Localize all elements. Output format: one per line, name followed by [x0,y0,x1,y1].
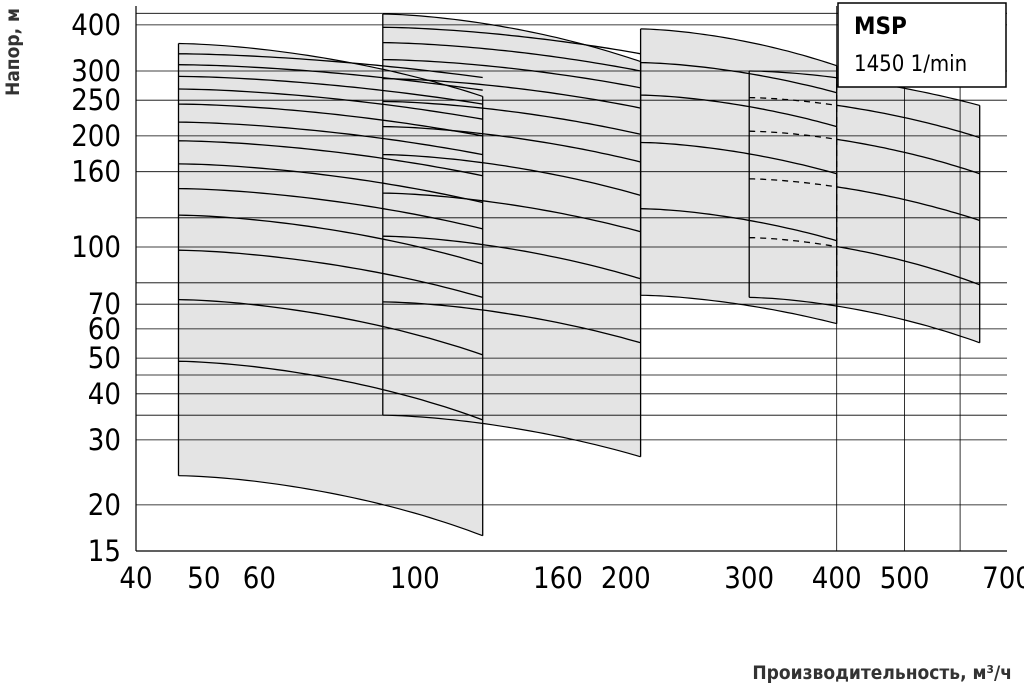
region-1-curve-12 [178,75,483,105]
y-tick-label-160: 160 [71,155,121,189]
region-1-curve-3 [178,298,483,356]
y-tick-label-100: 100 [71,230,121,264]
region-1-curve-9 [178,121,483,156]
x-tick-label-160: 160 [533,561,583,595]
region-4-curve-4 [836,138,980,175]
region-3-curve-3 [640,141,837,175]
region-1-curve-15 [178,42,483,97]
region-3-curve-5 [640,61,837,94]
region-4-curve-2 [836,245,980,286]
region-4-curve-3-dashed [749,178,837,188]
region-4-curve-1 [749,296,980,344]
region-2-curve-12 [382,13,641,63]
region-1-curve-2 [178,360,483,421]
region-2-curve-6 [382,125,641,163]
y-tick-label-300: 300 [71,54,121,88]
region-4-curve-2-dashed [749,237,837,248]
legend-box [837,2,1007,88]
y-tick-label-70: 70 [88,287,121,321]
region-2-curve-10 [382,41,641,72]
region-1-curve-11 [178,88,483,120]
x-tick-label-100: 100 [390,561,440,595]
x-tick-label-400: 400 [812,561,862,595]
field-fills [178,14,980,536]
x-axis-label: Производительность, м³/ч [752,662,1012,684]
x-tick-label-700: 700 [982,561,1024,595]
region-3-curve-1 [640,294,837,325]
region-1-curve-6 [178,187,483,230]
x-tick-label-300: 300 [724,561,774,595]
region-1-curve-4 [178,249,483,299]
region-1-curve-8 [178,140,483,177]
y-tick-label-60: 60 [88,312,121,346]
region-4-curve-5-dashed [749,96,837,106]
y-axis-label: Напор, м [2,8,24,96]
x-tick-label-200: 200 [601,561,651,595]
region-2-curve-2 [382,301,641,344]
region-2-curve-11 [382,26,641,55]
region-4-curve-3 [836,186,980,222]
region-1-curve-5 [178,214,483,265]
region-1-curve-1 [178,475,483,537]
y-tick-label-30: 30 [88,423,121,457]
region-1-curve-10 [178,103,483,137]
region-3-curve-2 [640,208,837,242]
y-tick-label-250: 250 [71,83,121,117]
x-tick-label-50: 50 [187,561,220,595]
y-tick-label-200: 200 [71,119,121,153]
region-1-curve-14 [178,53,483,79]
region-2-curve-9 [382,58,641,89]
y-tick-label-20: 20 [88,488,121,522]
region-1-curve-13 [178,64,483,91]
region-2-curve-5 [382,153,641,197]
region-3-curve-4 [640,94,837,128]
characteristic-curves [177,13,981,537]
x-tick-label-500: 500 [880,561,930,595]
x-tick-label-40: 40 [119,561,152,595]
y-tick-label-40: 40 [88,377,121,411]
region-2-curve-1 [382,414,641,458]
region-fill-2 [382,14,641,457]
y-tick-label-15: 15 [88,534,121,568]
region-2-curve-4 [382,192,641,233]
axes [135,6,1007,552]
region-2-curve-7 [382,100,641,135]
region-3-curve-6 [640,28,837,67]
x-tick-label-60: 60 [243,561,276,595]
region-fill-4 [749,71,980,343]
region-1-curve-7 [178,163,483,204]
y-tick-label-400: 400 [71,8,121,42]
legend-subtitle: 1450 1/min [854,52,967,77]
legend-title: MSP [854,12,907,40]
region-2-curve-3 [382,235,641,280]
region-4-curve-4-dashed [749,130,837,140]
region-2-curve-8 [382,77,641,109]
region-4-curve-5 [836,104,980,139]
y-tick-label-50: 50 [88,341,121,375]
